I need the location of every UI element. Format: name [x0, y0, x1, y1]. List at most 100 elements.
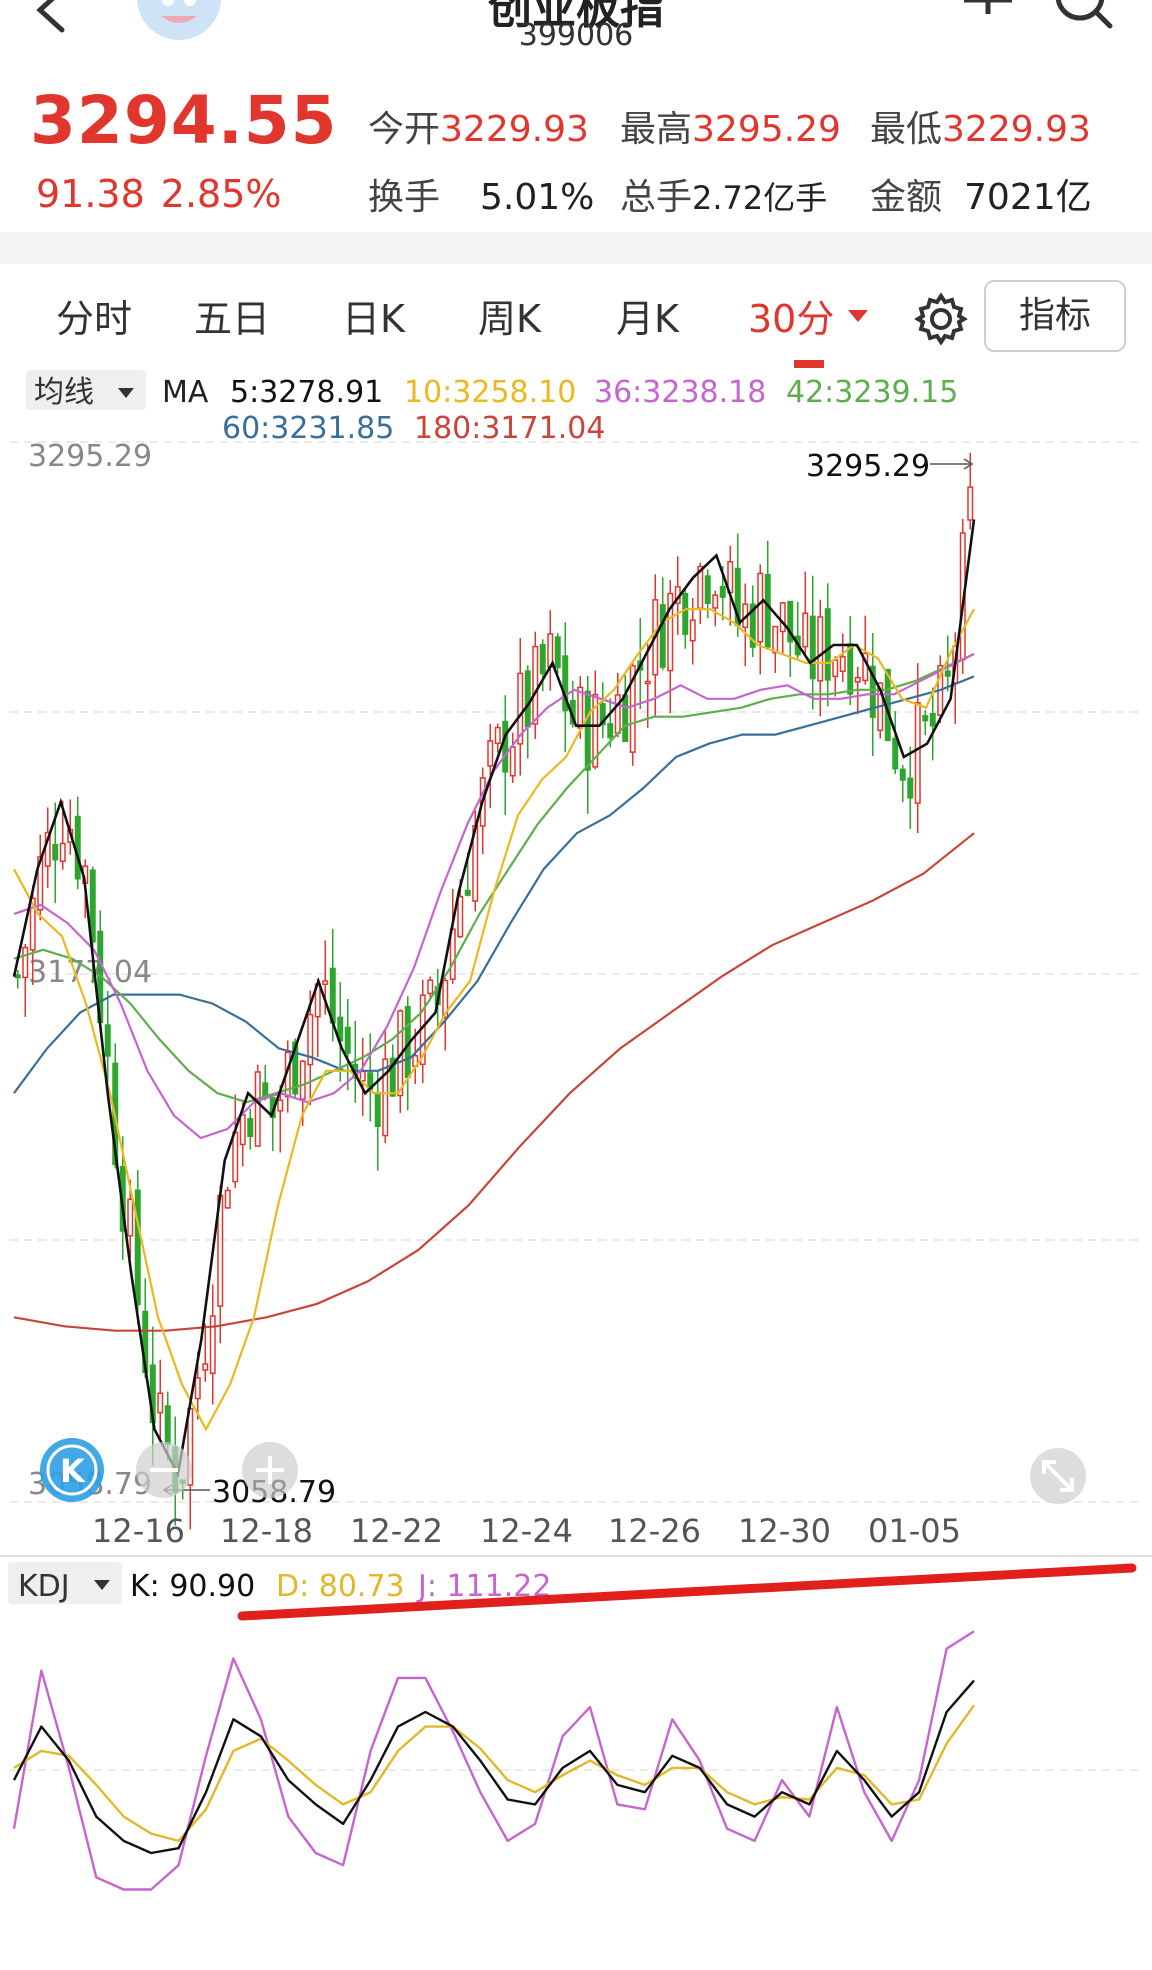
period-tabs: 分时 五日 日K 周K 月K 30分 指标: [0, 266, 1152, 368]
avatar-icon[interactable]: [136, 0, 222, 44]
stat-turnover: 换手 5.01%: [368, 177, 595, 218]
ma60-line: [13, 675, 975, 1094]
ma180-label: 180:3171.04: [414, 411, 605, 446]
candle: [922, 710, 929, 736]
zoom-in-button[interactable]: [242, 1442, 298, 1498]
candle: [419, 979, 426, 1083]
candle: [247, 1108, 254, 1150]
candle: [224, 1186, 231, 1209]
candle: [494, 723, 501, 753]
tab-weekly-k[interactable]: 周K: [478, 297, 541, 341]
candle: [547, 610, 554, 691]
ma10-label: 10:3258.10: [404, 375, 576, 410]
candle: [487, 723, 494, 809]
candle: [584, 675, 591, 814]
tab-intraday[interactable]: 分时: [56, 297, 133, 341]
ma-dropdown-icon[interactable]: [118, 388, 134, 398]
search-icon[interactable]: [1052, 0, 1116, 38]
price-change: 91.38 2.85%: [36, 172, 298, 216]
back-icon[interactable]: [30, 0, 70, 38]
candle: [539, 639, 546, 692]
candle: [562, 622, 569, 752]
ma36-label: 36:3238.18: [594, 375, 766, 410]
candle: [202, 1323, 209, 1382]
kdj-k-line: [12, 1679, 975, 1855]
trend-line-annotation: [237, 1563, 1137, 1621]
candle: [404, 996, 411, 1111]
k-logo-button[interactable]: K: [40, 1438, 104, 1502]
ma42-line: [13, 653, 975, 1104]
date-label: 01-05: [868, 1512, 961, 1550]
candle: [254, 1064, 261, 1147]
kline-chart[interactable]: 均线 MA 5:3278.91 10:3258.10 36:3238.18 42…: [0, 366, 1152, 1966]
candle: [787, 600, 794, 677]
candle: [389, 1044, 396, 1097]
price-axis-top: 3295.29: [28, 439, 152, 474]
stock-name: 创业板指: [488, 0, 664, 34]
price-grid: [10, 441, 1142, 1503]
candle: [277, 1085, 284, 1153]
tab-five-day[interactable]: 五日: [194, 297, 271, 341]
candle: [772, 625, 779, 673]
candle: [652, 574, 659, 716]
candle: [359, 1037, 366, 1116]
date-label: 12-30: [738, 1512, 831, 1550]
tab-daily-k[interactable]: 日K: [342, 297, 405, 341]
dropdown-arrow-icon[interactable]: [848, 310, 868, 324]
date-label: 12-16: [92, 1512, 185, 1550]
candle: [839, 633, 846, 682]
kdj-j-line: [12, 1630, 975, 1891]
candle: [779, 601, 786, 654]
ma42-label: 42:3239.15: [786, 375, 958, 410]
stat-high: 最高3295.29: [620, 109, 841, 150]
candle: [794, 601, 801, 659]
candle: [524, 665, 531, 759]
fullscreen-icon[interactable]: [1030, 1448, 1086, 1504]
quote-panel: 3294.55 91.38 2.85% 今开3229.93 最高3295.29 最…: [0, 72, 1152, 232]
candlestick-series: [14, 453, 974, 1530]
zoom-out-button[interactable]: [136, 1442, 192, 1498]
date-label: 12-26: [608, 1512, 701, 1550]
candle: [607, 698, 614, 748]
stat-volume: 总手2.72亿手: [620, 177, 828, 218]
candle: [14, 969, 21, 989]
date-axis: 12-16 12-18 12-22 12-24 12-26 12-30 01-0…: [92, 1512, 961, 1550]
indicator-button[interactable]: 指标: [984, 280, 1126, 352]
ma-selector-bg[interactable]: [26, 370, 146, 410]
candle: [554, 633, 561, 674]
kdj-k-label: K: 90.90: [130, 1569, 255, 1604]
kdj-selector-bg[interactable]: [8, 1562, 122, 1604]
current-price: 3294.55: [30, 82, 338, 159]
kline-chart-area: 均线 MA 5:3278.91 10:3258.10 36:3238.18 42…: [0, 366, 1152, 1966]
candle: [344, 999, 351, 1091]
ma5-label: 5:3278.91: [230, 375, 383, 410]
kdj-legend: KDJ K: 90.90 D: 80.73 J: 111.22: [8, 1562, 551, 1604]
high-price-label: 3295.29: [806, 449, 930, 484]
change-percent: 2.85%: [160, 172, 282, 216]
candle: [817, 599, 824, 717]
date-label: 12-24: [480, 1512, 573, 1550]
gear-icon[interactable]: [914, 292, 968, 346]
kdj-selector-label[interactable]: KDJ: [18, 1569, 70, 1604]
stat-amount: 金额 7021亿: [870, 177, 1092, 218]
candle: [307, 990, 314, 1106]
tab-monthly-k[interactable]: 月K: [616, 297, 679, 341]
ma180-line: [13, 832, 975, 1332]
add-icon[interactable]: [958, 0, 1018, 38]
candle: [824, 583, 831, 707]
ma-selector-label[interactable]: 均线: [34, 375, 94, 410]
kdj-dropdown-icon[interactable]: [94, 1580, 110, 1590]
tab-30min[interactable]: 30分: [748, 297, 835, 341]
candle: [832, 656, 839, 697]
candle: [382, 1028, 389, 1144]
candle: [517, 638, 524, 776]
candle: [689, 597, 696, 665]
candle: [944, 635, 951, 692]
kdj-d-label: D: 80.73: [276, 1569, 405, 1604]
candle: [644, 643, 651, 728]
date-label: 12-18: [220, 1512, 313, 1550]
candle: [704, 569, 711, 619]
top-nav-bar: 创业板指 399006: [0, 0, 1152, 66]
section-divider: [0, 232, 1152, 264]
active-tab-indicator: [794, 360, 824, 368]
